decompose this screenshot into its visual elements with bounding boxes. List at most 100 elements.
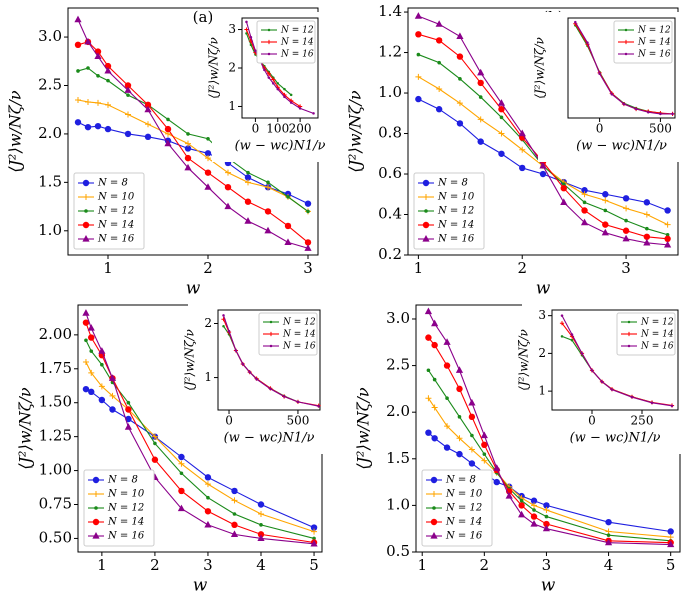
y-tick-label: 1 <box>204 370 212 384</box>
legend-marker <box>92 518 100 526</box>
marker <box>109 406 116 413</box>
legend-marker <box>268 331 274 337</box>
x-tick-label: 500 <box>649 122 672 136</box>
marker <box>456 100 463 107</box>
legend-marker <box>82 179 90 187</box>
marker <box>100 362 104 367</box>
marker <box>580 352 584 355</box>
marker <box>267 76 271 79</box>
x-axis-label: w <box>536 279 551 299</box>
marker <box>151 433 158 440</box>
marker <box>82 319 90 326</box>
marker <box>76 69 80 73</box>
legend-marker <box>626 331 632 337</box>
marker <box>431 404 438 411</box>
marker <box>311 528 318 535</box>
marker <box>539 161 547 169</box>
marker <box>304 200 312 207</box>
x-tick-label: 2 <box>480 556 490 574</box>
marker <box>650 401 654 405</box>
marker <box>544 514 549 519</box>
marker <box>98 383 105 390</box>
marker <box>232 512 237 516</box>
legend-label: N = 14 <box>640 330 674 340</box>
marker <box>664 235 671 243</box>
marker <box>670 404 674 408</box>
marker <box>96 74 100 78</box>
marker <box>244 27 249 32</box>
legend-label: N = 14 <box>282 330 316 340</box>
marker <box>518 502 525 509</box>
legend-marker <box>83 194 89 200</box>
marker <box>498 130 505 137</box>
marker <box>306 209 310 214</box>
legend-label: N = 16 <box>282 342 316 352</box>
marker <box>178 460 185 467</box>
marker <box>543 507 550 514</box>
x-tick-label: 3 <box>303 259 313 277</box>
marker <box>435 106 443 113</box>
marker <box>455 366 464 373</box>
legend-label: N = 16 <box>97 234 135 245</box>
x-tick-label: 0 <box>596 122 604 136</box>
marker <box>532 508 536 512</box>
marker <box>264 226 272 234</box>
marker <box>480 431 488 439</box>
marker <box>244 217 252 224</box>
legend-marker <box>267 28 271 32</box>
legend-label: N = 14 <box>445 517 482 528</box>
marker <box>224 183 232 191</box>
marker <box>457 415 462 419</box>
marker <box>266 71 271 76</box>
marker <box>623 205 630 212</box>
legend-marker <box>432 506 436 510</box>
marker <box>234 349 238 352</box>
marker <box>257 531 265 538</box>
x-tick-label: 1 <box>414 259 424 277</box>
marker <box>426 368 431 373</box>
x-tick-label: 200 <box>289 122 312 136</box>
marker <box>470 433 474 438</box>
legend-marker <box>269 344 273 348</box>
marker <box>310 539 318 547</box>
marker <box>204 183 212 190</box>
marker <box>602 197 609 204</box>
marker <box>304 239 312 246</box>
legend-label: N = 14 <box>637 38 671 48</box>
marker <box>178 487 185 495</box>
marker <box>204 150 212 157</box>
marker <box>456 450 463 458</box>
marker <box>245 20 248 24</box>
y-tick-label: 1.75 <box>39 359 72 377</box>
legend-box <box>73 172 145 250</box>
marker <box>468 398 476 406</box>
marker <box>530 497 538 504</box>
marker <box>186 132 190 136</box>
legend-label: N = 16 <box>637 50 671 60</box>
x-axis-label: (w − wc)N1/ν <box>235 139 326 154</box>
legend-label: N = 12 <box>280 26 314 36</box>
marker <box>671 112 674 116</box>
marker <box>586 41 589 44</box>
y-tick-label: 1.0 <box>38 221 62 239</box>
marker <box>312 112 315 115</box>
x-tick-label: 500 <box>286 414 309 428</box>
inset: 0 250 1 2 3 (w − wc)N1/ν ⟨J²⟩w/Nζ/ν N = 12 N = 1… <box>517 304 682 454</box>
legend-marker <box>431 491 437 497</box>
legend-label: N = 12 <box>640 318 674 328</box>
legend-label: N = 14 <box>437 220 474 231</box>
marker <box>443 338 451 345</box>
legend-label: N = 12 <box>282 318 316 328</box>
marker <box>667 540 675 548</box>
marker <box>106 78 110 83</box>
marker <box>581 191 588 198</box>
legend-box <box>258 312 318 356</box>
marker <box>98 347 106 354</box>
marker <box>570 333 574 336</box>
y-axis-label: ⟨J²⟩w/Nζ/ν <box>207 37 221 99</box>
marker <box>665 232 670 237</box>
marker <box>622 102 626 106</box>
marker <box>153 441 157 446</box>
